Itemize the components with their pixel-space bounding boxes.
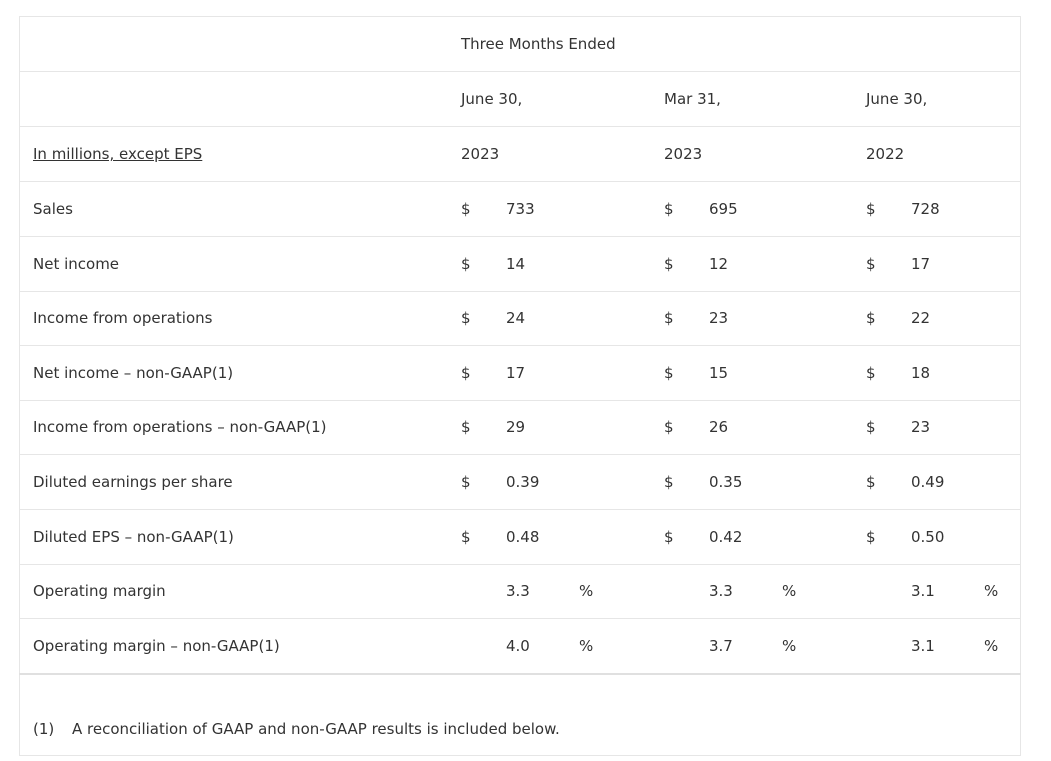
row-header-label: In millions, except EPS — [33, 145, 203, 163]
percent-sign: % — [984, 582, 999, 600]
footnote: (1) A reconciliation of GAAP and non-GAA… — [19, 702, 1021, 756]
currency-symbol: $ — [664, 418, 674, 436]
percent-sign: % — [579, 582, 594, 600]
cell-value: 4.0 — [506, 637, 530, 655]
cell-value: 3.7 — [709, 637, 733, 655]
currency-symbol: $ — [866, 255, 876, 273]
footnote-text: A reconciliation of GAAP and non-GAAP re… — [72, 720, 560, 738]
table-row: Diluted earnings per share $0.39 $0.35 $0.4… — [19, 455, 1021, 510]
row-label: Operating margin — [33, 582, 166, 600]
year-header-col3: 2022 — [866, 145, 905, 163]
currency-symbol: $ — [461, 309, 471, 327]
cell-value: 3.1 — [911, 582, 935, 600]
table-row: Diluted EPS – non-GAAP(1) $0.48 $0.42 $0.50 — [19, 510, 1021, 565]
cell-value: 14 — [506, 255, 526, 273]
table-row: Operating margin – non-GAAP(1) 4.0% 3.7% 3.… — [19, 619, 1021, 674]
currency-symbol: $ — [461, 418, 471, 436]
table-divider — [19, 673, 1021, 675]
row-label: Net income — [33, 255, 120, 273]
table-row: Net income – non-GAAP(1) $17 $15 $18 — [19, 346, 1021, 401]
cell-value: 18 — [911, 364, 931, 382]
currency-symbol: $ — [866, 200, 876, 218]
cell-value: 17 — [911, 255, 931, 273]
currency-symbol: $ — [461, 255, 471, 273]
cell-value: 3.3 — [506, 582, 530, 600]
period-header: Three Months Ended — [461, 34, 616, 53]
cell-value: 24 — [506, 309, 526, 327]
row-label: Net income – non-GAAP(1) — [33, 364, 234, 382]
cell-value: 728 — [911, 200, 940, 218]
year-header-col1: 2023 — [461, 145, 500, 163]
table-row: Operating margin 3.3% 3.3% 3.1% — [19, 564, 1021, 619]
table-row: Income from operations – non-GAAP(1) $29 $… — [19, 400, 1021, 455]
table-row: Sales $733 $695 $728 — [19, 182, 1021, 237]
row-label: Income from operations — [33, 309, 213, 327]
header-row-dates: June 30, Mar 31, June 30, — [19, 72, 1021, 127]
cell-value: 0.42 — [709, 528, 743, 546]
cell-value: 0.39 — [506, 473, 540, 491]
date-header-col1: June 30, — [461, 90, 523, 108]
cell-value: 3.1 — [911, 637, 935, 655]
cell-value: 17 — [506, 364, 526, 382]
row-label: Diluted EPS – non-GAAP(1) — [33, 528, 234, 546]
cell-value: 0.50 — [911, 528, 945, 546]
percent-sign: % — [782, 637, 797, 655]
date-header-col2: Mar 31, — [664, 90, 721, 108]
cell-value: 26 — [709, 418, 729, 436]
cell-value: 15 — [709, 364, 729, 382]
cell-value: 0.35 — [709, 473, 743, 491]
header-row-years: In millions, except EPS 2023 2023 2022 — [19, 127, 1021, 182]
header-row-period: Three Months Ended — [19, 16, 1021, 72]
currency-symbol: $ — [866, 364, 876, 382]
table-row: Net income $14 $12 $17 — [19, 237, 1021, 292]
currency-symbol: $ — [664, 255, 674, 273]
row-label: Diluted earnings per share — [33, 473, 233, 491]
cell-value: 22 — [911, 309, 931, 327]
row-label: Operating margin – non-GAAP(1) — [33, 637, 280, 655]
percent-sign: % — [984, 637, 999, 655]
cell-value: 733 — [506, 200, 535, 218]
currency-symbol: $ — [866, 309, 876, 327]
currency-symbol: $ — [664, 364, 674, 382]
currency-symbol: $ — [866, 418, 876, 436]
cell-value: 29 — [506, 418, 526, 436]
financial-table — [19, 16, 1021, 756]
currency-symbol: $ — [461, 473, 471, 491]
currency-symbol: $ — [664, 473, 674, 491]
currency-symbol: $ — [461, 528, 471, 546]
date-header-col3: June 30, — [866, 90, 928, 108]
currency-symbol: $ — [664, 309, 674, 327]
cell-value: 0.48 — [506, 528, 540, 546]
cell-value: 0.49 — [911, 473, 945, 491]
row-label: Income from operations – non-GAAP(1) — [33, 418, 327, 436]
cell-value: 12 — [709, 255, 729, 273]
cell-value: 23 — [709, 309, 729, 327]
year-header-col2: 2023 — [664, 145, 703, 163]
cell-value: 3.3 — [709, 582, 733, 600]
percent-sign: % — [782, 582, 797, 600]
currency-symbol: $ — [664, 528, 674, 546]
cell-value: 23 — [911, 418, 931, 436]
currency-symbol: $ — [866, 473, 876, 491]
currency-symbol: $ — [461, 364, 471, 382]
percent-sign: % — [579, 637, 594, 655]
cell-value: 695 — [709, 200, 738, 218]
footnote-marker: (1) — [33, 720, 55, 738]
currency-symbol: $ — [866, 528, 876, 546]
row-label: Sales — [33, 200, 73, 218]
currency-symbol: $ — [664, 200, 674, 218]
table-row: Income from operations $24 $23 $22 — [19, 291, 1021, 346]
currency-symbol: $ — [461, 200, 471, 218]
